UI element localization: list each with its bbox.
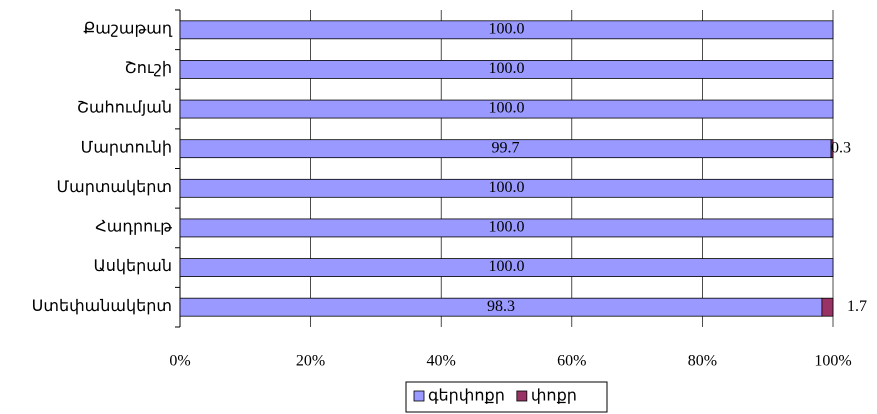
x-tick-label: 80% (688, 353, 717, 370)
legend-swatch (413, 390, 425, 402)
data-label: 100.0 (489, 100, 525, 117)
bar-segment (179, 258, 834, 277)
x-tick-label: 20% (296, 353, 325, 370)
data-label: 100.0 (489, 60, 525, 77)
bar-segment (179, 178, 834, 198)
y-tick-label: Շուշի (125, 60, 172, 77)
bar-segment (179, 99, 834, 119)
data-label: 100.0 (489, 258, 525, 275)
legend-label: փոքր (531, 388, 577, 405)
bar-segment (821, 297, 834, 317)
legend-box (405, 381, 608, 413)
x-tick-label: 60% (557, 353, 586, 370)
data-label: 1.7 (847, 298, 867, 315)
x-tick-label: 40% (427, 353, 456, 370)
y-tick-label: Շահումյան (77, 100, 172, 117)
bar-segment (179, 218, 834, 238)
y-tick-label: Մարտակերտ (56, 179, 172, 196)
x-tick-label: 100% (814, 353, 851, 370)
y-tick-label: Հադրութ (95, 219, 172, 236)
y-tick-label: Ասկերան (93, 258, 172, 275)
y-tick-label: Ստեփանակերտ (32, 298, 172, 315)
x-tick-label: 0% (169, 353, 190, 370)
bar-segment (830, 139, 834, 159)
bar-segment (179, 20, 834, 40)
legend-label: գերփոքր (428, 388, 505, 405)
data-label: 100.0 (489, 179, 525, 196)
data-label: 100.0 (489, 20, 525, 37)
data-label: 98.3 (487, 298, 515, 315)
y-tick-label: Մարտունի (81, 139, 172, 156)
data-label: 0.3 (831, 139, 851, 156)
y-tick-label: Քաշաթաղ (83, 20, 173, 37)
data-label: 100.0 (489, 219, 525, 236)
legend-swatch (516, 390, 528, 402)
data-label: 99.7 (492, 139, 520, 156)
bar-segment (179, 60, 834, 79)
